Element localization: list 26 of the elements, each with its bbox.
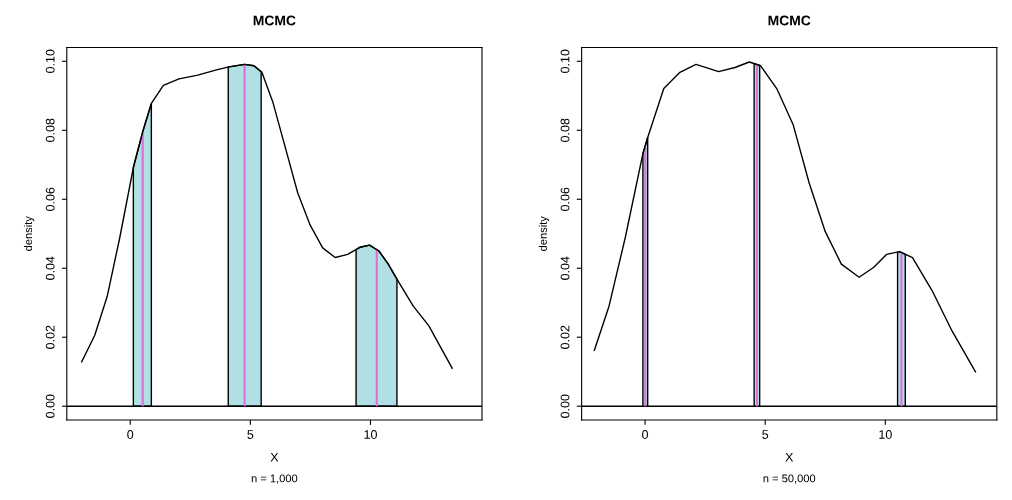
y-axis-title: density <box>538 216 550 251</box>
x-tick-label: 10 <box>879 430 892 439</box>
y-tick-label: 0.02 <box>45 325 55 349</box>
y-tick-label: 0.10 <box>45 49 55 73</box>
x-tick-label: 0 <box>127 430 134 439</box>
x-axis-title: X <box>270 452 279 462</box>
y-tick-label: 0.02 <box>560 325 570 349</box>
y-tick-label: 0.06 <box>45 187 55 211</box>
chart-title: MCMC <box>768 15 811 26</box>
y-tick-label: 0.04 <box>560 256 570 280</box>
y-tick-label: 0.08 <box>560 118 570 142</box>
x-tick-label: 0 <box>642 430 649 439</box>
chart-title: MCMC <box>253 15 296 26</box>
x-tick-label: 5 <box>762 430 769 439</box>
text: n = 1,000 <box>251 474 298 484</box>
y-tick-label: 0.00 <box>45 394 55 418</box>
x-tick-label: 10 <box>364 430 377 439</box>
x-tick-label: 5 <box>247 430 254 439</box>
y-tick-label: 0.08 <box>45 118 55 142</box>
y-tick-label: 0.10 <box>560 49 570 73</box>
y-axis-title: density <box>23 216 35 251</box>
y-tick-label: 0.04 <box>45 256 55 280</box>
y-tick-label: 0.06 <box>560 187 570 211</box>
text: n = 50,000 <box>763 474 816 484</box>
y-tick-label: 0.00 <box>560 394 570 418</box>
x-axis-title: X <box>785 452 794 462</box>
